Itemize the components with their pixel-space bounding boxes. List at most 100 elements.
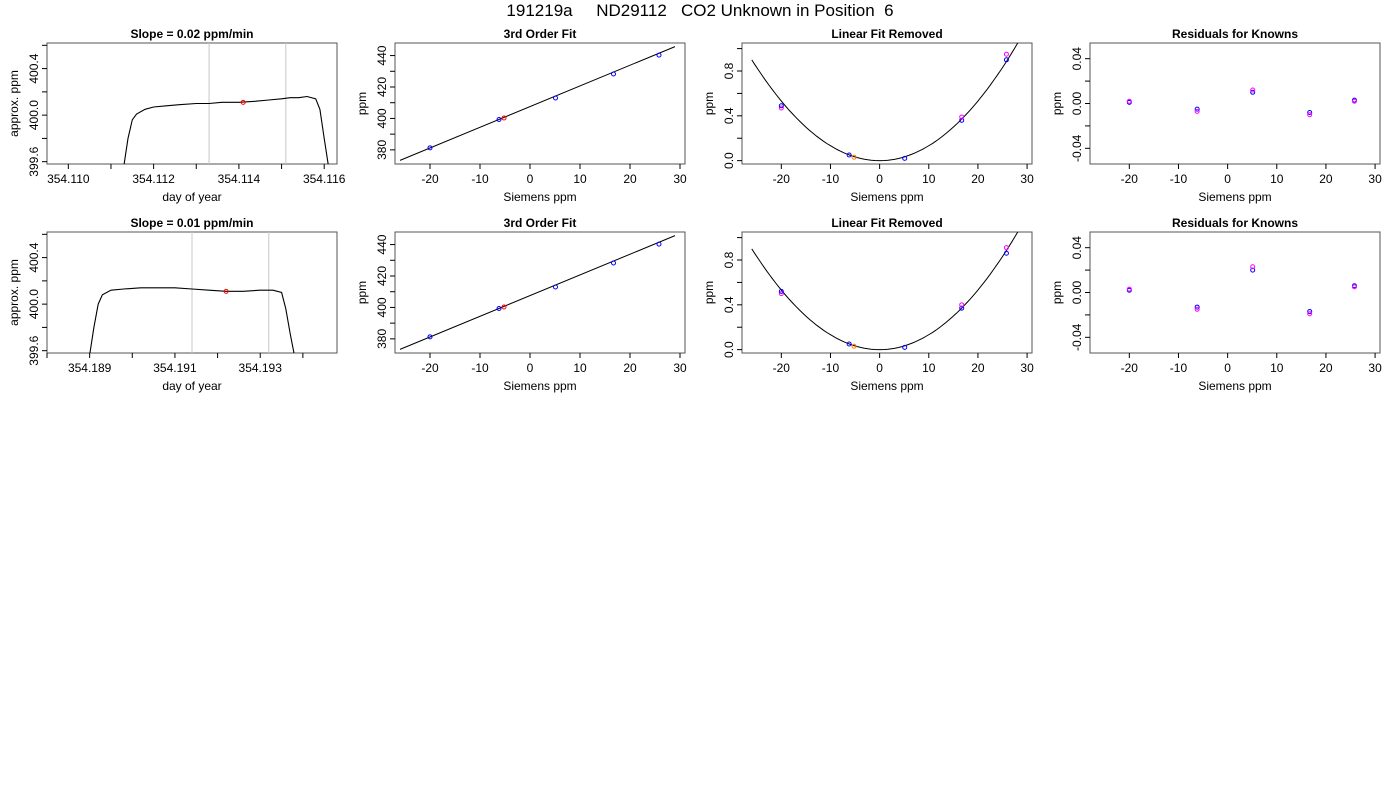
- data-point: [427, 334, 433, 340]
- series-line: [89, 287, 295, 353]
- fit-line: [399, 46, 676, 161]
- panel-3: Linear Fit Removed -20 -10 0 10 20 30 0.0 0.4 0.8…: [702, 27, 1034, 204]
- x-tick-label: 30: [1020, 172, 1034, 186]
- y-axis-label: approx. ppm: [7, 70, 21, 137]
- y-axis-label: ppm: [355, 92, 369, 115]
- y-tick-label: 400.4: [27, 242, 41, 272]
- x-tick-label: 10: [1270, 172, 1284, 186]
- data-point: [1126, 98, 1132, 104]
- data-point: [501, 304, 507, 310]
- data-point: [496, 117, 502, 123]
- y-tick-label: 0.8: [722, 251, 736, 268]
- panel-7: Linear Fit Removed -20 -10 0 10 20 30 0.0 0.4 0.8…: [702, 216, 1034, 393]
- y-tick-label: -0.04: [1070, 323, 1084, 351]
- plot-area: [399, 46, 676, 161]
- plot-frame: [741, 42, 1033, 165]
- data-point: [846, 341, 852, 347]
- x-tick-label: 354.193: [239, 361, 283, 375]
- y-tick-label: -0.04: [1070, 134, 1084, 162]
- data-point: [553, 95, 558, 101]
- y-tick-label: 440: [375, 234, 389, 254]
- panel-title: Residuals for Knowns: [1172, 216, 1298, 230]
- data-point: [223, 288, 229, 294]
- y-axis-label: approx. ppm: [7, 259, 21, 326]
- y-tick-label: 0.04: [1070, 236, 1084, 260]
- plot-frame: [1089, 231, 1381, 354]
- x-tick-label: 20: [1319, 361, 1333, 375]
- y-tick-label: 400: [375, 297, 389, 317]
- x-axis-label: Siemens ppm: [850, 379, 923, 393]
- panel-title: Slope = 0.02 ppm/min: [130, 27, 253, 41]
- y-tick-label: 400.0: [27, 289, 41, 319]
- data-point: [959, 114, 965, 120]
- plot-frame: [46, 42, 338, 165]
- x-tick-label: 20: [1319, 172, 1333, 186]
- x-tick-label: 354.191: [153, 361, 197, 375]
- panel-title: Slope = 0.01 ppm/min: [130, 216, 253, 230]
- plot-frame: [741, 231, 1033, 354]
- data-point: [240, 99, 246, 105]
- x-tick-label: 20: [623, 172, 637, 186]
- panel-title: Linear Fit Removed: [831, 216, 942, 230]
- plot-area: [89, 232, 295, 353]
- x-tick-label: 354.114: [218, 172, 261, 186]
- x-tick-label: 0: [876, 361, 883, 375]
- x-tick-label: 20: [971, 361, 985, 375]
- y-tick-label: 400.0: [27, 100, 41, 130]
- y-tick-label: 0.4: [722, 296, 736, 313]
- data-point: [1250, 264, 1256, 270]
- plot-area: [1126, 87, 1357, 118]
- x-tick-label: -20: [421, 361, 439, 375]
- data-point: [427, 145, 433, 151]
- y-tick-label: 440: [375, 45, 389, 65]
- data-point: [553, 284, 558, 290]
- plot-frame: [394, 231, 686, 354]
- x-tick-label: -10: [471, 361, 489, 375]
- fit-line: [399, 235, 676, 350]
- data-point: [1194, 306, 1200, 312]
- data-point: [1194, 106, 1200, 112]
- plot-area: [123, 43, 329, 164]
- x-tick-label: 354.112: [132, 172, 175, 186]
- x-tick-label: 10: [1270, 361, 1284, 375]
- x-tick-label: 30: [1020, 361, 1034, 375]
- data-point: [1126, 286, 1132, 292]
- x-tick-label: -10: [822, 172, 840, 186]
- panel-5: Slope = 0.01 ppm/min 354.189 354.191 354.19…: [7, 216, 338, 393]
- y-tick-label: 420: [375, 266, 389, 286]
- y-tick-label: 380: [375, 329, 389, 349]
- panel-1: Slope = 0.02 ppm/min 354.110 354.112 354.11…: [7, 27, 346, 204]
- x-tick-label: 20: [623, 361, 637, 375]
- x-tick-label: 10: [573, 172, 587, 186]
- series-line: [123, 95, 329, 164]
- data-point: [1250, 89, 1256, 95]
- x-tick-label: 20: [971, 172, 985, 186]
- data-point: [851, 154, 857, 160]
- data-point: [611, 260, 616, 266]
- x-tick-label: 30: [673, 361, 687, 375]
- plot-area: [399, 235, 676, 350]
- x-tick-label: 0: [527, 172, 534, 186]
- x-axis-label: Siemens ppm: [1198, 379, 1271, 393]
- data-point: [959, 305, 965, 311]
- data-point: [1307, 309, 1313, 315]
- data-point: [1194, 108, 1200, 114]
- x-tick-label: 30: [1368, 361, 1382, 375]
- x-axis-label: Siemens ppm: [1198, 190, 1271, 204]
- x-tick-label: 0: [527, 361, 534, 375]
- x-tick-label: 10: [573, 361, 587, 375]
- x-axis-label: Siemens ppm: [503, 379, 576, 393]
- data-point: [496, 306, 502, 312]
- x-tick-label: 10: [922, 172, 936, 186]
- x-axis-label: Siemens ppm: [503, 190, 576, 204]
- y-axis-label: ppm: [702, 281, 716, 304]
- y-tick-label: 400.4: [27, 53, 41, 83]
- y-tick-label: 380: [375, 140, 389, 160]
- y-axis-label: ppm: [1050, 281, 1064, 304]
- data-point: [656, 241, 662, 247]
- data-point: [778, 103, 784, 109]
- y-axis-label: ppm: [1050, 92, 1064, 115]
- figure-title: 191219a ND29112 CO2 Unknown in Position …: [506, 1, 894, 20]
- plot-area: [751, 43, 1019, 162]
